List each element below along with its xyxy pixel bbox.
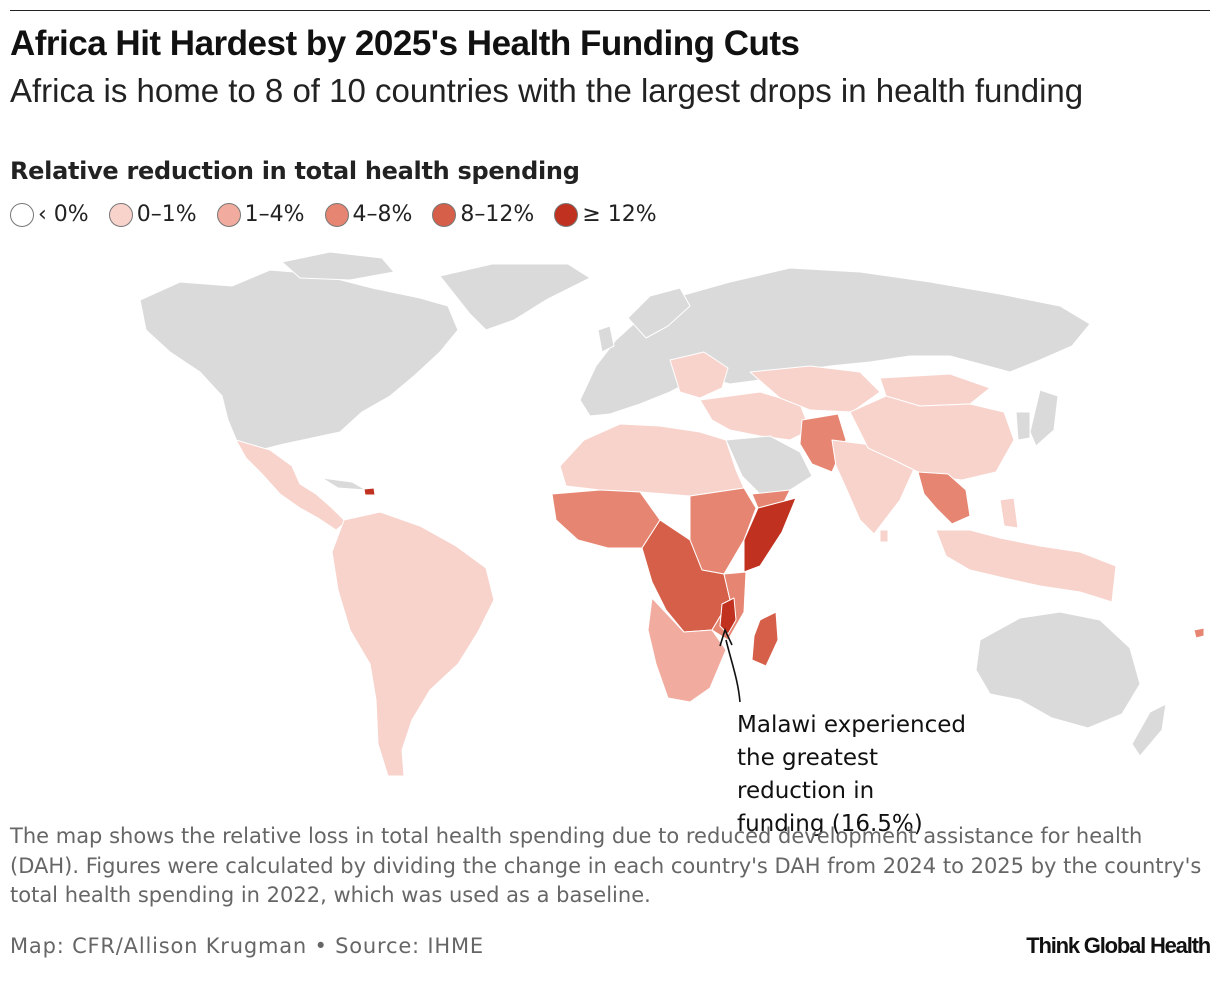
region-haiti — [363, 487, 376, 496]
region-uk — [597, 325, 615, 353]
region-south-america — [331, 511, 495, 777]
region-southeast-asia — [935, 529, 1117, 603]
legend-label: 8–12% — [460, 202, 535, 227]
methodology-note: The map shows the relative loss in total… — [10, 824, 1202, 907]
region-somalia — [743, 497, 797, 573]
region-arabian-peninsula — [725, 435, 813, 495]
legend-label: 1–4% — [244, 202, 305, 227]
region-central-asia — [749, 365, 881, 413]
region-mexico-central-america — [235, 439, 347, 531]
region-middle-east — [699, 391, 811, 441]
legend-label: ‹ 0% — [38, 202, 89, 227]
legend: ‹ 0% 0–1% 1–4% 4–8% 8–12% ≥ 12% — [10, 202, 677, 227]
region-eastern-europe — [669, 351, 729, 399]
annotation-arrowhead — [719, 627, 733, 647]
legend-swatch — [324, 202, 349, 227]
region-new-zealand — [1131, 703, 1167, 757]
legend-swatch — [216, 202, 241, 227]
annotation-arrow — [725, 639, 741, 703]
region-myanmar-laos-cambodia — [917, 471, 971, 525]
legend-item-12-plus: ≥ 12% — [554, 202, 657, 227]
malawi-annotation: Malawi experienced the greatest reductio… — [737, 712, 967, 837]
region-arctic-islands — [281, 251, 395, 281]
chart-title: Africa Hit Hardest by 2025's Health Fund… — [10, 24, 800, 63]
legend-swatch — [432, 202, 457, 227]
top-rule — [10, 10, 1210, 11]
region-southern-africa — [647, 597, 727, 703]
region-scandinavia — [627, 287, 691, 339]
legend-item-0-1: 0–1% — [108, 202, 197, 227]
region-china — [849, 395, 1015, 481]
legend-label: ≥ 12% — [582, 202, 657, 227]
brand-logo: Think Global Health — [1026, 933, 1211, 958]
region-japan — [1029, 389, 1059, 447]
source-credit: Map: CFR/Allison Krugman • Source: IHME — [10, 934, 484, 958]
region-australia — [975, 611, 1141, 729]
region-greenland — [439, 263, 591, 331]
region-north-america — [139, 269, 459, 451]
legend-label: 4–8% — [352, 202, 413, 227]
legend-title: Relative reduction in total health spend… — [10, 157, 580, 185]
region-madagascar — [751, 611, 779, 667]
region-sri-lanka — [879, 529, 889, 543]
legend-swatch — [554, 202, 579, 227]
legend-swatch — [10, 202, 34, 227]
legend-item-8-12: 8–12% — [432, 202, 534, 227]
region-north-africa — [559, 423, 745, 497]
region-malawi — [719, 597, 737, 635]
region-philippines — [999, 497, 1019, 529]
legend-item-1-4: 1–4% — [216, 202, 305, 227]
region-korea — [1015, 411, 1031, 441]
region-cuba — [321, 477, 367, 491]
legend-swatch — [108, 202, 133, 227]
legend-label: 0–1% — [136, 202, 197, 227]
chart-subtitle: Africa is home to 8 of 10 countries with… — [10, 72, 1084, 109]
region-pacific-islands — [1193, 627, 1205, 639]
legend-item-below-0: ‹ 0% — [10, 202, 89, 227]
region-west-africa — [551, 489, 661, 549]
world-map — [139, 251, 1205, 777]
legend-item-4-8: 4–8% — [324, 202, 413, 227]
